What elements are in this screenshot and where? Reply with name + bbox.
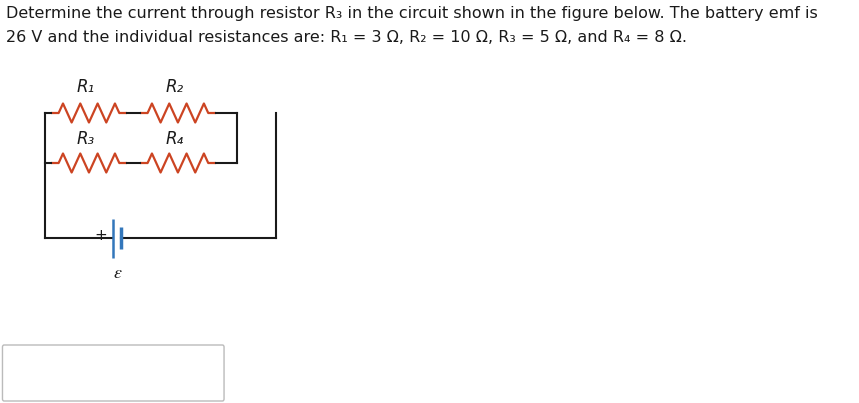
Text: R₄: R₄: [165, 130, 183, 148]
Text: R₁: R₁: [76, 78, 94, 96]
Text: R₂: R₂: [165, 78, 183, 96]
Text: Determine the current through resistor R₃ in the circuit shown in the figure bel: Determine the current through resistor R…: [6, 6, 818, 21]
Text: R₃: R₃: [76, 130, 94, 148]
Text: +: +: [94, 228, 107, 243]
Text: 26 V and the individual resistances are: R₁ = 3 Ω, R₂ = 10 Ω, R₃ = 5 Ω, and R₄ =: 26 V and the individual resistances are:…: [6, 30, 686, 45]
FancyBboxPatch shape: [3, 345, 224, 401]
Text: ε: ε: [113, 265, 122, 282]
